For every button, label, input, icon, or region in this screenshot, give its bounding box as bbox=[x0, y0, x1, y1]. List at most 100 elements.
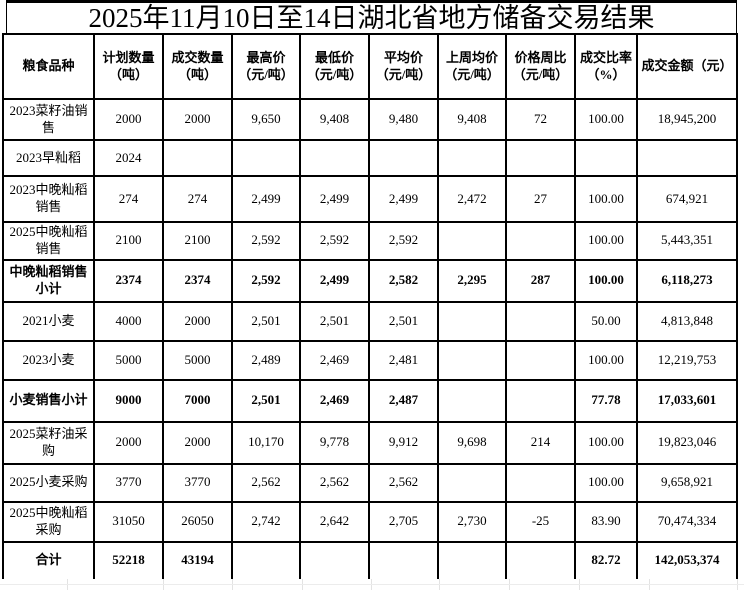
cell-week-change: 287 bbox=[505, 258, 576, 303]
cell-last-week-avg: 9,408 bbox=[437, 98, 507, 141]
column-header-avg-price: 平均价 （元/吨） bbox=[368, 33, 439, 100]
table-row: 2023早籼稻 2024 bbox=[2, 139, 738, 177]
cell-avg-price: 2,499 bbox=[368, 175, 439, 223]
table-title: 2025年11月10日至14日湖北省地方储备交易结果 bbox=[6, 0, 737, 33]
table-header: 粮食品种 计划数量 （吨） 成交数量 （吨） 最高价 （元/吨） 最低价 （元/吨） 平均价 （元/… bbox=[2, 33, 738, 100]
cell-high-price: 2,592 bbox=[231, 221, 301, 261]
cell-planned-qty: 274 bbox=[93, 175, 164, 223]
cell-week-change: 214 bbox=[505, 420, 576, 465]
cell-avg-price: 2,582 bbox=[368, 258, 439, 303]
cell-planned-qty: 2374 bbox=[93, 258, 164, 303]
cell-deal-amount: 9,658,921 bbox=[636, 462, 738, 503]
cell-deal-ratio: 100.00 bbox=[574, 98, 638, 141]
cell-low-price: 2,642 bbox=[299, 500, 370, 543]
column-header-week-change: 价格周比 （元/吨） bbox=[505, 33, 576, 100]
column-header-traded-qty: 成交数量 （吨） bbox=[162, 33, 233, 100]
cell-week-change bbox=[505, 339, 576, 381]
spreadsheet-gridlines bbox=[0, 579, 744, 590]
cell-deal-ratio: 100.00 bbox=[574, 420, 638, 465]
row-label: 合计 bbox=[2, 540, 95, 581]
cell-week-change bbox=[505, 139, 576, 177]
cell-deal-ratio: 100.00 bbox=[574, 339, 638, 381]
cell-high-price: 9,650 bbox=[231, 98, 301, 141]
cell-avg-price: 2,705 bbox=[368, 500, 439, 543]
row-label: 小麦销售小计 bbox=[2, 378, 95, 423]
cell-low-price bbox=[299, 139, 370, 177]
cell-week-change bbox=[505, 378, 576, 423]
cell-last-week-avg bbox=[437, 139, 507, 177]
cell-week-change bbox=[505, 540, 576, 581]
cell-deal-ratio: 77.78 bbox=[574, 378, 638, 423]
cell-deal-amount: 674,921 bbox=[636, 175, 738, 223]
cell-traded-qty: 5000 bbox=[162, 339, 233, 381]
column-header-low-price: 最低价 （元/吨） bbox=[299, 33, 370, 100]
cell-avg-price: 2,562 bbox=[368, 462, 439, 503]
table-row: 2025中晚籼稻销售 2100 2100 2,592 2,592 2,592 100.00 5… bbox=[2, 221, 738, 261]
row-label: 2021小麦 bbox=[2, 300, 95, 342]
column-header-variety: 粮食品种 bbox=[2, 33, 95, 100]
cell-low-price: 2,592 bbox=[299, 221, 370, 261]
cell-planned-qty: 4000 bbox=[93, 300, 164, 342]
cell-avg-price: 9,480 bbox=[368, 98, 439, 141]
cell-last-week-avg: 2,295 bbox=[437, 258, 507, 303]
cell-low-price: 2,562 bbox=[299, 462, 370, 503]
table-row: 2025中晚籼稻采购 31050 26050 2,742 2,642 2,705 2,730… bbox=[2, 500, 738, 543]
cell-low-price: 9,408 bbox=[299, 98, 370, 141]
cell-low-price: 2,501 bbox=[299, 300, 370, 342]
cell-high-price: 2,501 bbox=[231, 378, 301, 423]
cell-avg-price: 2,501 bbox=[368, 300, 439, 342]
cell-week-change: 27 bbox=[505, 175, 576, 223]
cell-last-week-avg bbox=[437, 462, 507, 503]
cell-high-price: 2,499 bbox=[231, 175, 301, 223]
cell-avg-price bbox=[368, 540, 439, 581]
cell-deal-amount: 5,443,351 bbox=[636, 221, 738, 261]
cell-high-price: 2,742 bbox=[231, 500, 301, 543]
cell-week-change: 72 bbox=[505, 98, 576, 141]
row-label: 2025小麦采购 bbox=[2, 462, 95, 503]
cell-avg-price: 2,487 bbox=[368, 378, 439, 423]
cell-deal-amount: 12,219,753 bbox=[636, 339, 738, 381]
cell-avg-price: 2,592 bbox=[368, 221, 439, 261]
gridline-horizontal bbox=[0, 584, 744, 585]
cell-low-price bbox=[299, 540, 370, 581]
table-row: 2021小麦 4000 2000 2,501 2,501 2,501 50.00 4,813,… bbox=[2, 300, 738, 342]
cell-high-price: 10,170 bbox=[231, 420, 301, 465]
cell-last-week-avg bbox=[437, 339, 507, 381]
cell-traded-qty: 2100 bbox=[162, 221, 233, 261]
cell-traded-qty: 2000 bbox=[162, 98, 233, 141]
cell-last-week-avg: 2,730 bbox=[437, 500, 507, 543]
cell-traded-qty bbox=[162, 139, 233, 177]
column-header-last-week-avg: 上周均价 （元/吨） bbox=[437, 33, 507, 100]
cell-planned-qty: 31050 bbox=[93, 500, 164, 543]
row-label: 2025菜籽油采购 bbox=[2, 420, 95, 465]
cell-week-change bbox=[505, 462, 576, 503]
cell-traded-qty: 2374 bbox=[162, 258, 233, 303]
table-row: 2023中晚籼稻销售 274 274 2,499 2,499 2,499 2,472 27 10… bbox=[2, 175, 738, 223]
cell-deal-ratio: 100.00 bbox=[574, 221, 638, 261]
table-row: 2025菜籽油采购 2000 2000 10,170 9,778 9,912 9,698 21… bbox=[2, 420, 738, 465]
table-row: 2025小麦采购 3770 3770 2,562 2,562 2,562 100.00 9,6… bbox=[2, 462, 738, 503]
cell-last-week-avg bbox=[437, 221, 507, 261]
cell-planned-qty: 52218 bbox=[93, 540, 164, 581]
cell-planned-qty: 2000 bbox=[93, 420, 164, 465]
table-row: 2023小麦 5000 5000 2,489 2,469 2,481 100.00 12,21… bbox=[2, 339, 738, 381]
cell-high-price: 2,501 bbox=[231, 300, 301, 342]
cell-high-price: 2,489 bbox=[231, 339, 301, 381]
cell-traded-qty: 43194 bbox=[162, 540, 233, 581]
row-label: 2023中晚籼稻销售 bbox=[2, 175, 95, 223]
cell-low-price: 2,499 bbox=[299, 258, 370, 303]
cell-planned-qty: 3770 bbox=[93, 462, 164, 503]
cell-traded-qty: 274 bbox=[162, 175, 233, 223]
cell-traded-qty: 3770 bbox=[162, 462, 233, 503]
cell-last-week-avg bbox=[437, 378, 507, 423]
cell-high-price: 2,592 bbox=[231, 258, 301, 303]
cell-last-week-avg bbox=[437, 540, 507, 581]
cell-deal-amount: 19,823,046 bbox=[636, 420, 738, 465]
cell-planned-qty: 2000 bbox=[93, 98, 164, 141]
cell-deal-ratio: 100.00 bbox=[574, 175, 638, 223]
cell-planned-qty: 5000 bbox=[93, 339, 164, 381]
cell-week-change: -25 bbox=[505, 500, 576, 543]
cell-avg-price: 9,912 bbox=[368, 420, 439, 465]
cell-traded-qty: 7000 bbox=[162, 378, 233, 423]
